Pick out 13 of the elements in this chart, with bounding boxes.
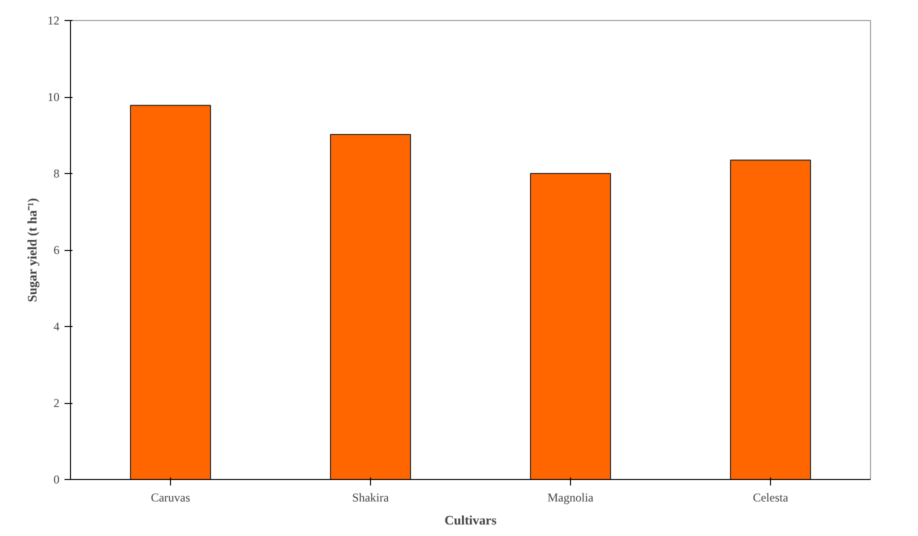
x-tick-label: Shakira — [352, 490, 390, 504]
x-tick-label: Caruvas — [150, 490, 190, 504]
x-tick-label: Magnolia — [548, 490, 594, 504]
y-tick-label: 6 — [54, 243, 60, 257]
x-tick-label: Celesta — [752, 490, 789, 504]
y-tick-label: 0 — [54, 472, 60, 486]
y-tick-label: 8 — [54, 166, 60, 180]
y-tick-label: 4 — [54, 320, 60, 334]
y-axis-title: Sugar yield (t ha⁻¹) — [24, 198, 40, 302]
y-tick-label: 12 — [48, 14, 60, 28]
y-tick-label: 2 — [54, 396, 60, 410]
x-axis-title: Cultivars — [444, 512, 496, 528]
y-tick-label: 10 — [48, 90, 60, 104]
